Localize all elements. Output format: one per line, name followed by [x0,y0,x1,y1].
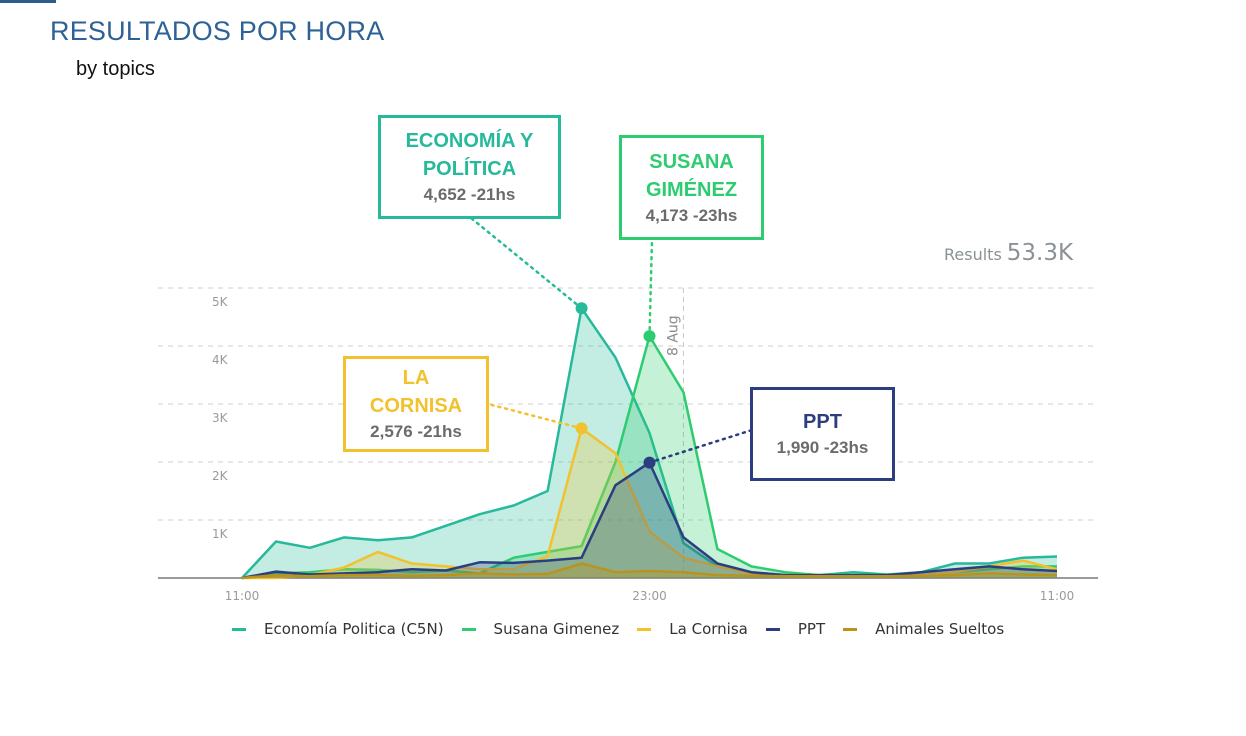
peak-marker-susana [643,330,656,343]
series-area-3 [242,462,1057,578]
legend-item[interactable]: Animales Sueltos [843,620,1004,638]
date-marker-label: 8 Aug [665,315,681,356]
x-tick-label: 11:00 [1040,589,1075,603]
legend-swatch [637,627,652,631]
legend-label: Susana Gimenez [493,620,620,638]
callout-susana-gimenez: SUSANA GIMÉNEZ 4,173 -23hs [619,135,764,240]
y-tick-label: 5K [212,295,229,309]
callout-economia-title: ECONOMÍA Y POLÍTICA [405,130,534,180]
y-tick-label: 1K [212,527,229,541]
legend-label: La Cornisa [669,620,748,638]
x-tick-label: 11:00 [225,589,260,603]
y-tick-label: 2K [212,469,229,483]
results-label: Results [944,245,1002,264]
chart-legend: Economía Politica (C5N) Susana Gimenez La … [232,620,1022,638]
callout-la-cornisa: LA CORNISA 2,576 -21hs [343,356,489,452]
legend-label: PPT [797,620,826,638]
series-line-4 [241,562,1058,580]
peak-marker-economia [575,302,588,315]
leader-line-susana [648,238,654,338]
series-area-0 [242,308,1057,578]
legend-swatch [461,627,476,631]
legend-swatch [765,627,780,631]
legend-item[interactable]: Economía Politica (C5N) [232,620,444,638]
leader-line-economia [469,216,583,310]
callout-cornisa-title: LA CORNISA [369,367,463,417]
callout-economia-politica: ECONOMÍA Y POLÍTICA 4,652 -21hs [378,115,561,219]
peak-marker-ppt [643,456,656,469]
x-tick-label: 23:00 [632,589,667,603]
callout-economia-value: 4,652 -21hs [423,185,516,204]
callout-ppt-title: PPT [803,411,842,433]
legend-label: Animales Sueltos [875,620,1005,638]
page-title: RESULTADOS POR HORA [50,16,385,46]
legend-swatch [843,627,858,631]
page-subtitle: by topics [76,58,155,80]
legend-item[interactable]: La Cornisa [637,620,748,638]
callout-cornisa-value: 2,576 -21hs [370,422,462,441]
corner-accent-bar [0,0,56,3]
callout-susana-title: SUSANA GIMÉNEZ [645,150,738,201]
callout-susana-value: 4,173 -23hs [645,205,738,225]
legend-item[interactable]: PPT [765,620,826,638]
legend-label: Economía Politica (C5N) [264,620,444,638]
y-tick-label: 4K [212,353,229,367]
series-area-2 [242,428,1057,578]
legend-swatch [232,627,246,631]
callout-ppt: PPT 1,990 -23hs [750,387,895,481]
y-tick-label: 3K [212,411,229,425]
results-summary: Results 53.3K [944,240,1073,266]
callout-ppt-value: 1,990 -23hs [776,438,869,457]
legend-item[interactable]: Susana Gimenez [461,620,620,638]
leader-line-cornisa [486,402,583,430]
peak-marker-cornisa [575,422,588,435]
results-value: 53.3K [1006,240,1074,266]
